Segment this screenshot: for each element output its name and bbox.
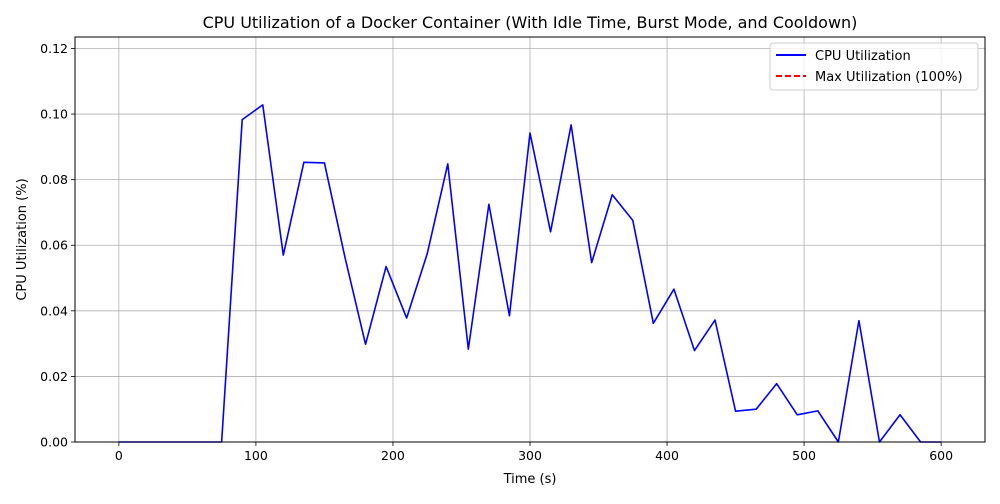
x-tick-label: 200 [381, 448, 405, 463]
y-tick-label: 0.00 [40, 435, 68, 450]
legend: CPU Utilization Max Utilization (100%) [770, 43, 978, 90]
x-tick-label: 300 [518, 448, 542, 463]
y-tick-label: 0.04 [40, 303, 68, 318]
legend-label-cpu-utilization: CPU Utilization [815, 49, 911, 64]
y-tick-label: 0.08 [40, 172, 68, 187]
x-tick-label: 500 [792, 448, 816, 463]
x-tick-label: 100 [244, 448, 268, 463]
y-tick-label: 0.02 [40, 369, 68, 384]
y-tick-label: 0.12 [40, 41, 68, 56]
y-tick-label: 0.10 [40, 107, 68, 122]
legend-label-max-utilization: Max Utilization (100%) [815, 70, 963, 85]
y-tick-label: 0.06 [40, 238, 68, 253]
x-tick-label: 600 [929, 448, 953, 463]
y-axis-label: CPU Utilization (%) [15, 178, 30, 300]
x-tick-label: 400 [655, 448, 679, 463]
x-axis-label: Time (s) [503, 472, 557, 487]
chart-title: CPU Utilization of a Docker Container (W… [203, 13, 858, 32]
x-tick-label: 0 [115, 448, 123, 463]
